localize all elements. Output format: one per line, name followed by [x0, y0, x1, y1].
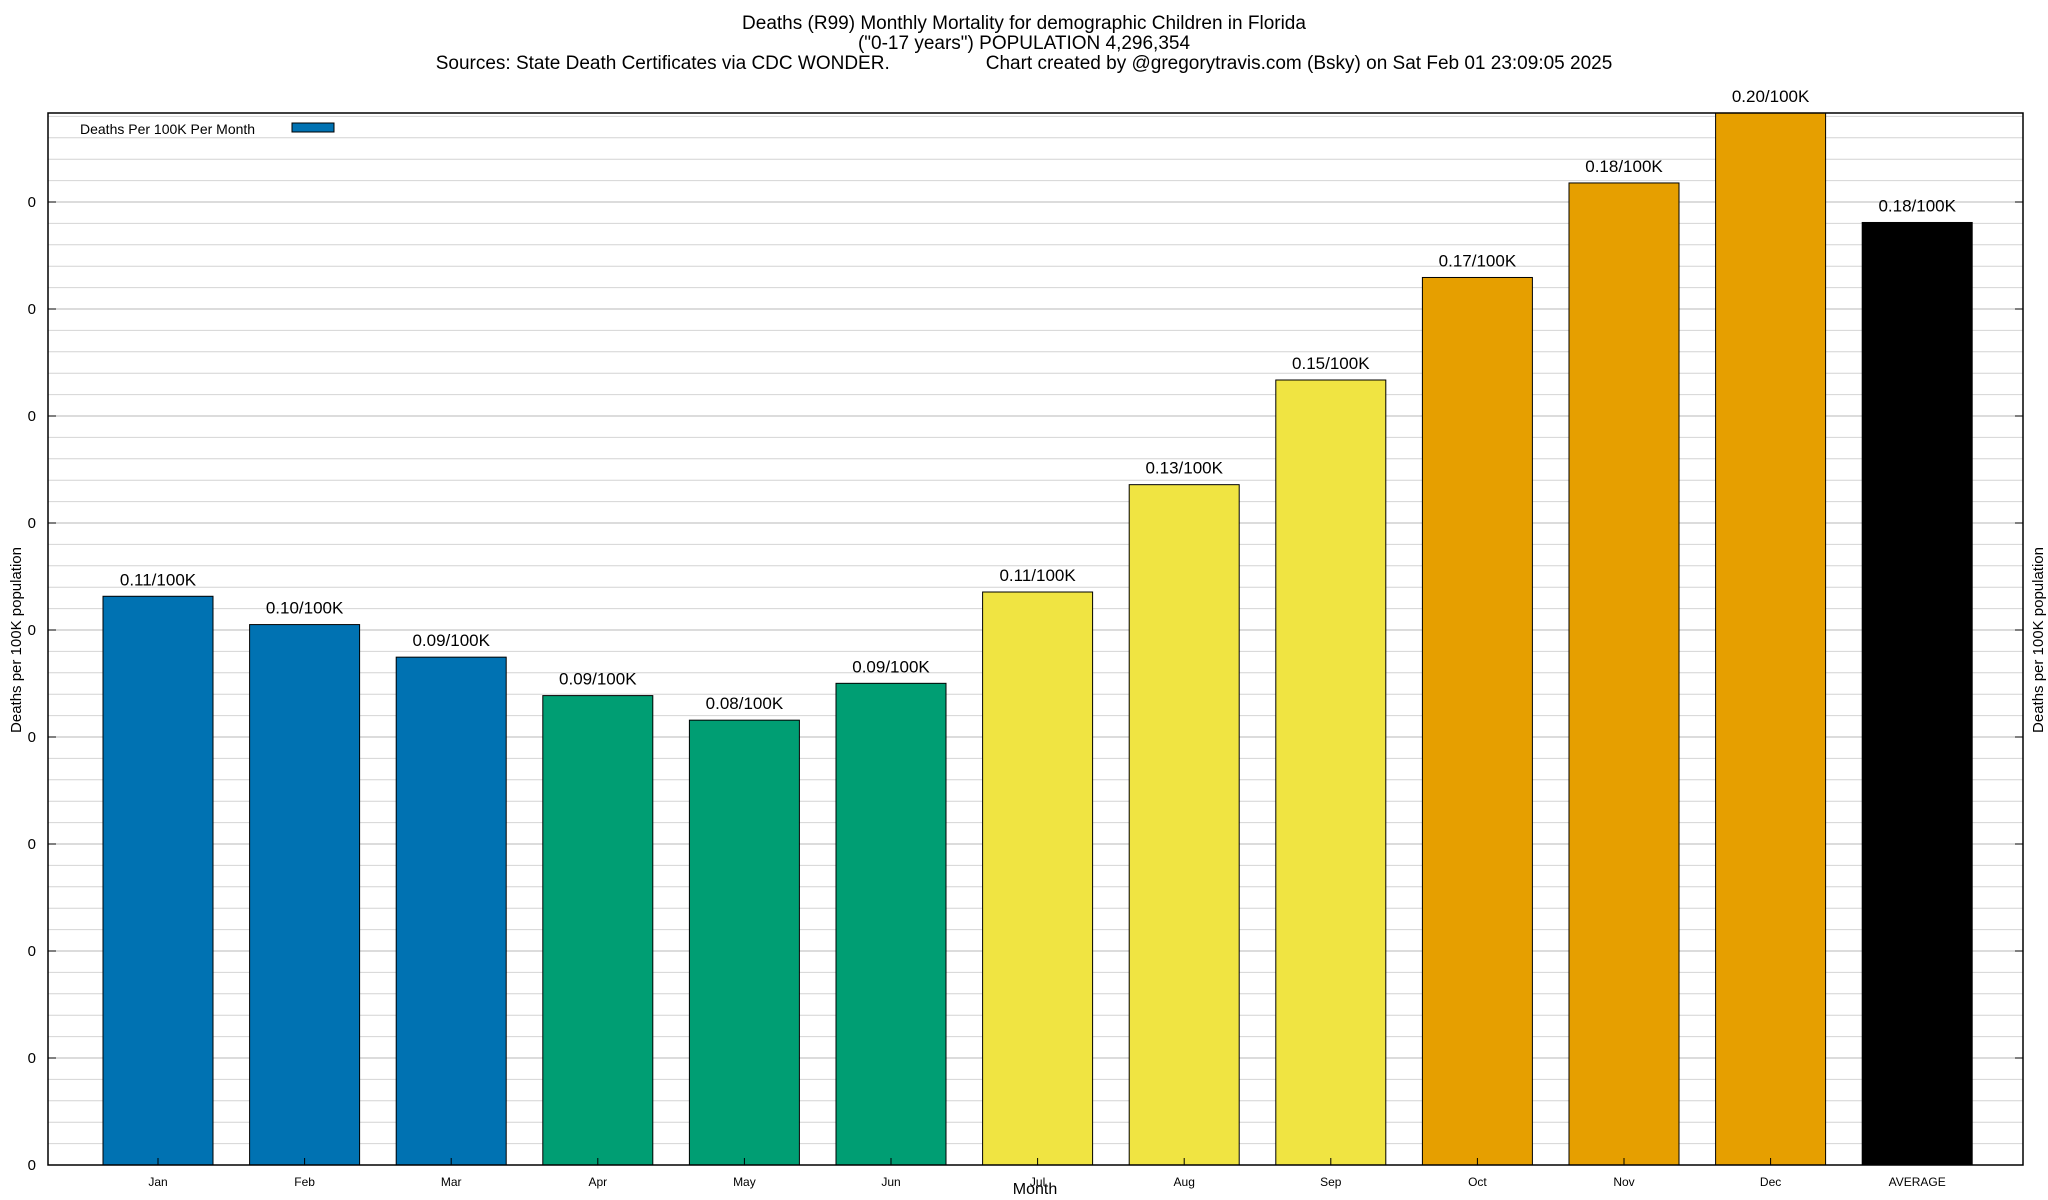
- bar-jun: [835, 682, 947, 1166]
- bar-oct: [1421, 276, 1533, 1166]
- x-tick-label-dec: Dec: [1760, 1175, 1781, 1189]
- data-label-mar: 0.09/100K: [412, 631, 490, 650]
- data-label-oct: 0.17/100K: [1439, 251, 1517, 270]
- data-label-jul: 0.11/100K: [999, 566, 1076, 585]
- plot-frame: [47, 112, 2024, 1166]
- bars: [102, 112, 1973, 1166]
- chart-subtitle: ("0-17 years") POPULATION 4,296,354: [857, 33, 1191, 54]
- x-axis-label: Month: [1013, 1181, 1057, 1198]
- credit-text: Chart created by @gregorytravis.com (Bsk…: [985, 53, 1613, 74]
- data-label-sep: 0.15/100K: [1292, 354, 1370, 373]
- data-label-jan: 0.11/100K: [120, 570, 197, 589]
- y-tick-labels: 0 0 0 0 0 0 0 0 0 0: [28, 194, 36, 1174]
- y-tick-label: 0: [28, 836, 36, 853]
- x-tick-label-nov: Nov: [1613, 1175, 1634, 1189]
- y-axis-label-left: Deaths per 100K population: [8, 547, 25, 733]
- chart-sources-line: Sources: State Death Certificates via CD…: [0, 54, 2048, 74]
- bar-feb: [249, 624, 361, 1166]
- x-tick-label-may: May: [733, 1175, 756, 1189]
- y-tick-label: 0: [28, 729, 36, 746]
- bar-jul: [982, 591, 1094, 1166]
- x-tick-label-mar: Mar: [441, 1175, 462, 1189]
- bar-dec: [1715, 112, 1827, 1166]
- data-label-jun: 0.09/100K: [852, 657, 930, 676]
- y-tick-label: 0: [28, 301, 36, 318]
- x-tick-label-jun: Jun: [881, 1175, 900, 1189]
- bar-nov: [1568, 182, 1680, 1166]
- y-tick-label: 0: [28, 515, 36, 532]
- bar-jan: [102, 595, 214, 1166]
- x-tick-label-aug: Aug: [1174, 1175, 1195, 1189]
- data-label-apr: 0.09/100K: [559, 670, 637, 689]
- legend: Deaths Per 100K Per Month: [80, 121, 335, 137]
- data-label-aug: 0.13/100K: [1145, 459, 1223, 478]
- y-axis-label-right: Deaths per 100K population: [2030, 547, 2047, 733]
- bar-apr: [542, 695, 654, 1166]
- data-label-dec: 0.20/100K: [1732, 87, 1810, 106]
- bar-aug: [1128, 484, 1240, 1166]
- x-tick-label-oct: Oct: [1468, 1175, 1487, 1189]
- x-tick-labels: Jan Feb Mar Apr May Jun Jul Aug Sep Oct Nov Dec AVER…: [148, 1158, 1946, 1189]
- y-tick-label: 0: [28, 194, 36, 211]
- legend-swatch: [291, 122, 335, 133]
- y-tick-label: 0: [28, 1050, 36, 1067]
- x-tick-label-apr: Apr: [588, 1175, 607, 1189]
- y-tick-label: 0: [28, 622, 36, 639]
- data-labels: 0.11/100K 0.10/100K 0.09/100K 0.09/100K 0.08…: [120, 87, 1957, 713]
- x-tick-label-feb: Feb: [294, 1175, 315, 1189]
- x-tick-label-jan: Jan: [148, 1175, 167, 1189]
- bar-may: [688, 719, 800, 1166]
- y-tick-label: 0: [28, 1157, 36, 1174]
- y-tick-label: 0: [28, 408, 36, 425]
- x-tick-label-jul: Jul: [1030, 1175, 1045, 1189]
- data-label-feb: 0.10/100K: [266, 599, 344, 618]
- y-tick-label: 0: [28, 943, 36, 960]
- data-label-nov: 0.18/100K: [1585, 157, 1663, 176]
- x-tick-label-sep: Sep: [1320, 1175, 1342, 1189]
- chart-title: Deaths (R99) Monthly Mortality for demog…: [742, 13, 1306, 34]
- legend-label: Deaths Per 100K Per Month: [80, 121, 255, 137]
- bar-mar: [395, 656, 507, 1166]
- x-tick-label-average: AVERAGE: [1889, 1175, 1946, 1189]
- chart-title-block: Deaths (R99) Monthly Mortality for demog…: [0, 14, 2048, 74]
- bar-average: [1861, 221, 1973, 1166]
- bar-sep: [1275, 379, 1387, 1166]
- sources-text: Sources: State Death Certificates via CD…: [435, 53, 890, 74]
- data-label-may: 0.08/100K: [706, 694, 784, 713]
- data-label-average: 0.18/100K: [1878, 196, 1956, 215]
